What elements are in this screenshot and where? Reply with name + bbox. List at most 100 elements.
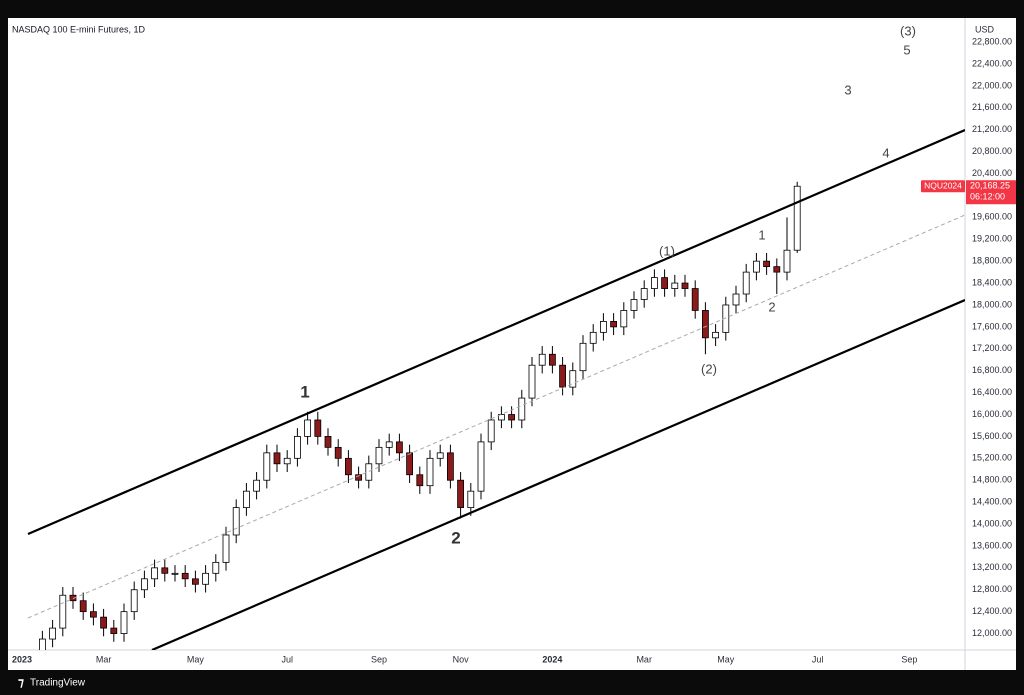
candle-body (181, 572, 189, 580)
y-tick-label: 13,600.00 (972, 540, 1012, 550)
candle-body (406, 452, 414, 476)
wave-label: 2 (768, 299, 775, 314)
wave-label: 4 (882, 145, 889, 160)
wave-label: (2) (701, 361, 717, 376)
candle-body (59, 594, 67, 629)
y-tick-label: 14,800.00 (972, 475, 1012, 485)
candle-body (232, 507, 240, 536)
candle-body (222, 534, 230, 563)
candle-body (110, 627, 118, 634)
wave-label: (3) (900, 23, 916, 38)
candle-body (344, 457, 352, 476)
candle-body (69, 594, 77, 602)
candle-body (579, 342, 587, 372)
chart-background (8, 18, 1016, 670)
y-tick-label: 22,400.00 (972, 58, 1012, 68)
upper-channel-line (27, 128, 965, 536)
candle-body (702, 310, 709, 339)
candle-body (467, 490, 475, 509)
wave-label: 5 (903, 42, 910, 57)
x-tick-label: Sep (901, 654, 917, 664)
candle-body (426, 457, 434, 487)
candle-body (610, 321, 617, 328)
y-tick-label: 19,600.00 (972, 212, 1012, 222)
last-price-symbol-box (921, 180, 965, 193)
candle-body (640, 288, 648, 300)
mid-channel-line (27, 214, 965, 619)
candle-body (446, 452, 454, 481)
candle-body (151, 567, 159, 580)
candle-body (171, 572, 179, 575)
x-tick-label: Jul (812, 654, 824, 664)
x-tick-label: 2024 (542, 654, 562, 664)
candle-body (630, 299, 638, 311)
candle-body (90, 611, 97, 618)
y-tick-label: 16,400.00 (972, 387, 1012, 397)
candle-body (436, 452, 444, 459)
brand-name: TradingView (30, 678, 86, 689)
y-tick-label: 14,000.00 (972, 518, 1012, 528)
candle-body (79, 600, 87, 613)
candle-body (559, 364, 566, 388)
candle-body (783, 249, 791, 273)
wave-label: 3 (844, 82, 851, 97)
y-tick-label: 18,400.00 (972, 277, 1012, 287)
candle-body (365, 463, 373, 481)
y-tick-label: 19,200.00 (972, 234, 1012, 244)
candle-body (202, 572, 210, 585)
candle-body (538, 353, 546, 366)
candle-body (191, 578, 199, 585)
y-tick-label: 17,200.00 (972, 343, 1012, 353)
y-tick-label: 16,000.00 (972, 409, 1012, 419)
chart-title: NASDAQ 100 E-mini Futures, 1D (12, 24, 146, 34)
candles (39, 181, 801, 650)
candle-body (620, 310, 628, 328)
x-tick-label: Mar (636, 654, 652, 664)
brand-logo: ⁊ (18, 675, 24, 689)
candle-body (661, 277, 668, 289)
candle-body (773, 266, 781, 273)
y-tick-label: 21,200.00 (972, 124, 1012, 134)
candle-body (793, 185, 801, 251)
x-tick-label: May (717, 654, 735, 664)
x-tick-label: Sep (371, 654, 387, 664)
candle-body (742, 271, 750, 295)
candle-body (589, 331, 597, 344)
candle-body (161, 567, 169, 574)
candle-body (39, 638, 46, 650)
y-tick-label: 16,800.00 (972, 365, 1012, 375)
candle-body (671, 282, 679, 289)
y-tick-label: 12,800.00 (972, 584, 1012, 594)
y-tick-label: 17,600.00 (972, 321, 1012, 331)
candle-body (253, 479, 261, 492)
candle-body (375, 446, 383, 465)
last-price-symbol: NQU2024 (924, 180, 962, 190)
y-tick-label: 22,000.00 (972, 80, 1012, 90)
channel (27, 128, 965, 650)
candle-body (130, 589, 138, 613)
y-tick-label: 18,800.00 (972, 256, 1012, 266)
candle-body (528, 364, 536, 399)
lower-channel-line (151, 298, 965, 650)
x-tick-label: May (187, 654, 205, 664)
candle-body (273, 452, 281, 465)
candle-body (681, 282, 689, 289)
candle-body (691, 288, 699, 311)
x-tick-label: 2023 (12, 654, 32, 664)
y-tick-label: 12,000.00 (972, 628, 1012, 638)
candle-body (487, 419, 495, 443)
y-tick-label: 20,800.00 (972, 146, 1012, 156)
candle-body (120, 611, 128, 634)
candle-body (549, 353, 556, 366)
candle-body (508, 414, 516, 421)
candle-body (242, 490, 250, 509)
candle-body (477, 441, 485, 492)
candle-body (712, 331, 719, 339)
currency-label: USD (975, 24, 995, 34)
candle-body (324, 436, 332, 448)
y-tick-label: 13,200.00 (972, 562, 1012, 572)
candle-body (355, 474, 363, 481)
candle-body (212, 561, 220, 574)
candle-body (457, 479, 465, 509)
